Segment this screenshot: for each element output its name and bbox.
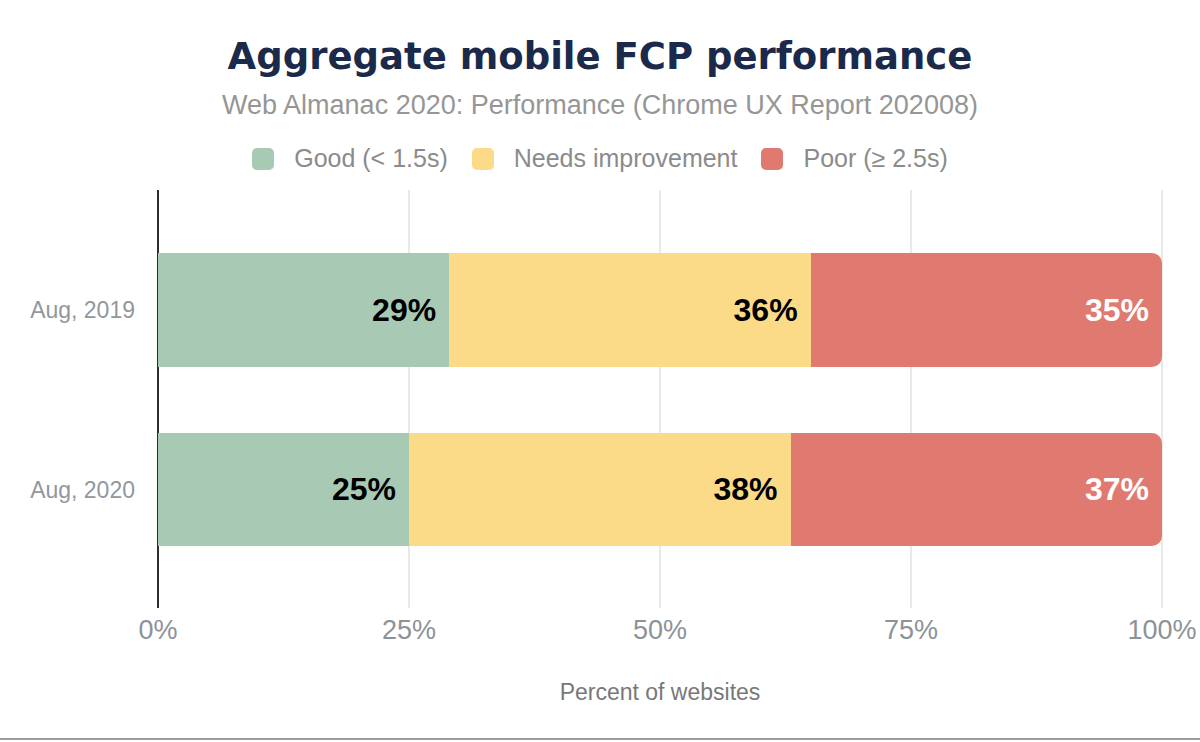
- bar-segment: 25%: [158, 433, 409, 546]
- x-tick-label: 25%: [382, 615, 436, 646]
- legend-item-1: Needs improvement: [472, 144, 738, 173]
- x-tick-label: 0%: [138, 615, 177, 646]
- chart-subtitle: Web Almanac 2020: Performance (Chrome UX…: [0, 92, 1200, 119]
- bar-segment: 35%: [811, 253, 1162, 367]
- x-axis-title: Percent of websites: [158, 679, 1162, 706]
- legend: Good (< 1.5s) Needs improvement Poor (≥ 2.…: [0, 144, 1200, 173]
- legend-label: Poor (≥ 2.5s): [803, 144, 947, 173]
- category-label: Aug, 2019: [0, 297, 135, 324]
- legend-item-0: Good (< 1.5s): [252, 144, 448, 173]
- chart-title: Aggregate mobile FCP performance: [0, 38, 1200, 75]
- bar-aug-2020: 25%38%37%: [158, 433, 1162, 546]
- bar-segment: 37%: [791, 433, 1162, 546]
- bar-segment: 38%: [409, 433, 791, 546]
- legend-label: Needs improvement: [514, 144, 738, 173]
- x-tick-label: 100%: [1127, 615, 1196, 646]
- plot-area: 29%36%35% 25%38%37%: [158, 190, 1162, 608]
- x-tick-label: 50%: [633, 615, 687, 646]
- legend-swatch-icon: [761, 148, 783, 170]
- bar-segment: 29%: [158, 253, 449, 367]
- legend-label: Good (< 1.5s): [294, 144, 448, 173]
- bottom-border: [0, 738, 1200, 740]
- legend-item-2: Poor (≥ 2.5s): [761, 144, 947, 173]
- legend-swatch-icon: [252, 148, 274, 170]
- category-label: Aug, 2020: [0, 477, 135, 504]
- legend-swatch-icon: [472, 148, 494, 170]
- bar-aug-2019: 29%36%35%: [158, 253, 1162, 367]
- x-tick-label: 75%: [884, 615, 938, 646]
- bar-segment: 36%: [449, 253, 810, 367]
